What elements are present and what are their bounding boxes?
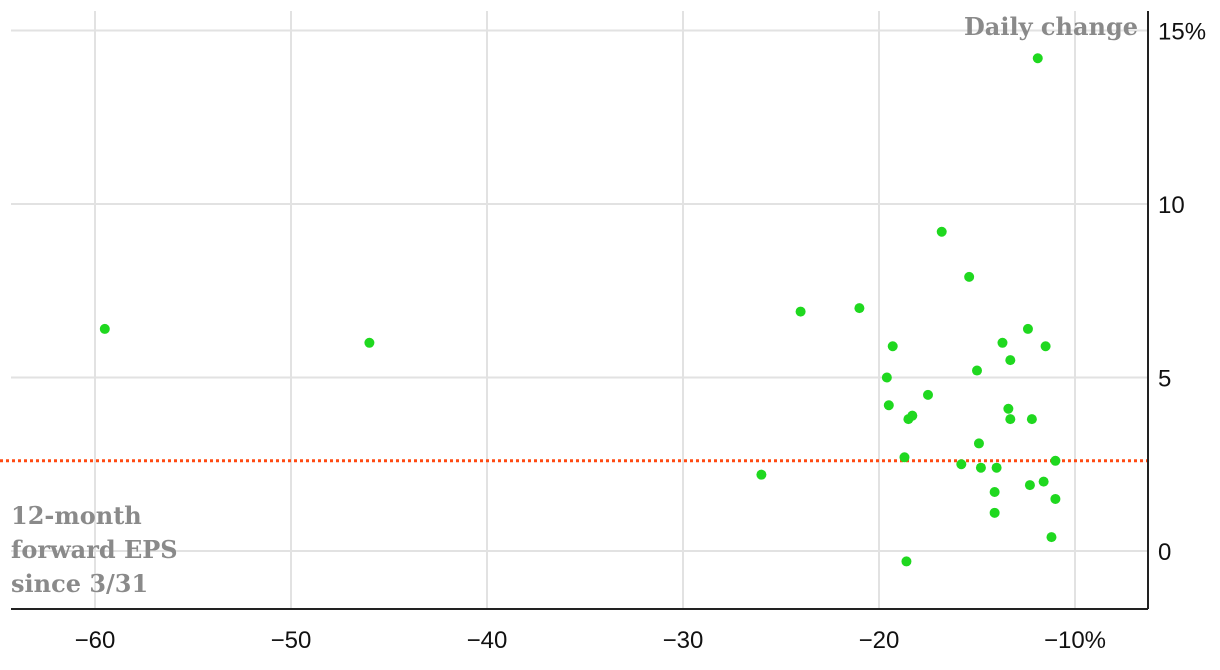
data-point	[881, 372, 892, 383]
data-point	[972, 365, 982, 376]
data-point	[1005, 355, 1016, 366]
data-point	[973, 438, 984, 449]
tick-labels: 0 5 10 15% −60 −50 −40 −30 −20 −10%	[75, 19, 1206, 655]
data-point	[989, 487, 1000, 498]
data-point	[364, 337, 375, 348]
y-tick-label: 15%	[1158, 19, 1206, 46]
data-point	[887, 341, 898, 352]
data-point	[795, 306, 806, 317]
x-tick-label: −30	[663, 627, 704, 654]
x-tick-label: −50	[271, 627, 312, 654]
data-point	[991, 462, 1002, 473]
data-point	[756, 469, 767, 480]
y-axis-title: Daily change	[964, 12, 1138, 41]
data-point	[1050, 493, 1061, 504]
gridlines	[11, 11, 1148, 609]
data-point	[1046, 532, 1057, 543]
data-point	[1024, 480, 1035, 491]
data-point	[901, 556, 912, 567]
data-point	[997, 337, 1008, 348]
data-point	[99, 323, 110, 334]
x-tick-label: −10%	[1044, 627, 1106, 654]
data-point	[907, 410, 918, 421]
data-point	[1003, 403, 1014, 414]
data-point	[1032, 53, 1043, 64]
data-point	[1026, 414, 1037, 425]
x-tick-label: −60	[75, 627, 116, 654]
y-tick-label: 0	[1158, 539, 1171, 566]
x-axis-title-line-3: since 3/31	[11, 569, 148, 598]
data-point	[1022, 323, 1033, 334]
data-point	[989, 507, 1000, 518]
x-axis-title-line-1: 12-month	[11, 501, 142, 530]
data-point	[923, 389, 933, 400]
y-tick-label: 10	[1158, 192, 1185, 219]
data-point	[854, 303, 865, 314]
x-axis-title-line-2: forward EPS	[11, 535, 178, 564]
annotations: Daily change 12-month forward EPS since …	[11, 12, 1138, 598]
data-point	[899, 452, 910, 463]
x-tick-label: −20	[859, 627, 900, 654]
axes	[11, 11, 1149, 610]
data-point	[1050, 455, 1061, 466]
x-tick-label: −40	[467, 627, 508, 654]
data-point	[936, 226, 947, 237]
data-points	[99, 53, 1061, 567]
data-point	[1038, 476, 1049, 487]
data-point	[1005, 414, 1016, 425]
data-point	[1040, 341, 1051, 352]
data-point	[975, 462, 986, 473]
data-point	[964, 271, 975, 282]
data-point	[956, 459, 967, 470]
y-tick-label: 5	[1158, 366, 1171, 393]
data-point	[883, 400, 894, 411]
